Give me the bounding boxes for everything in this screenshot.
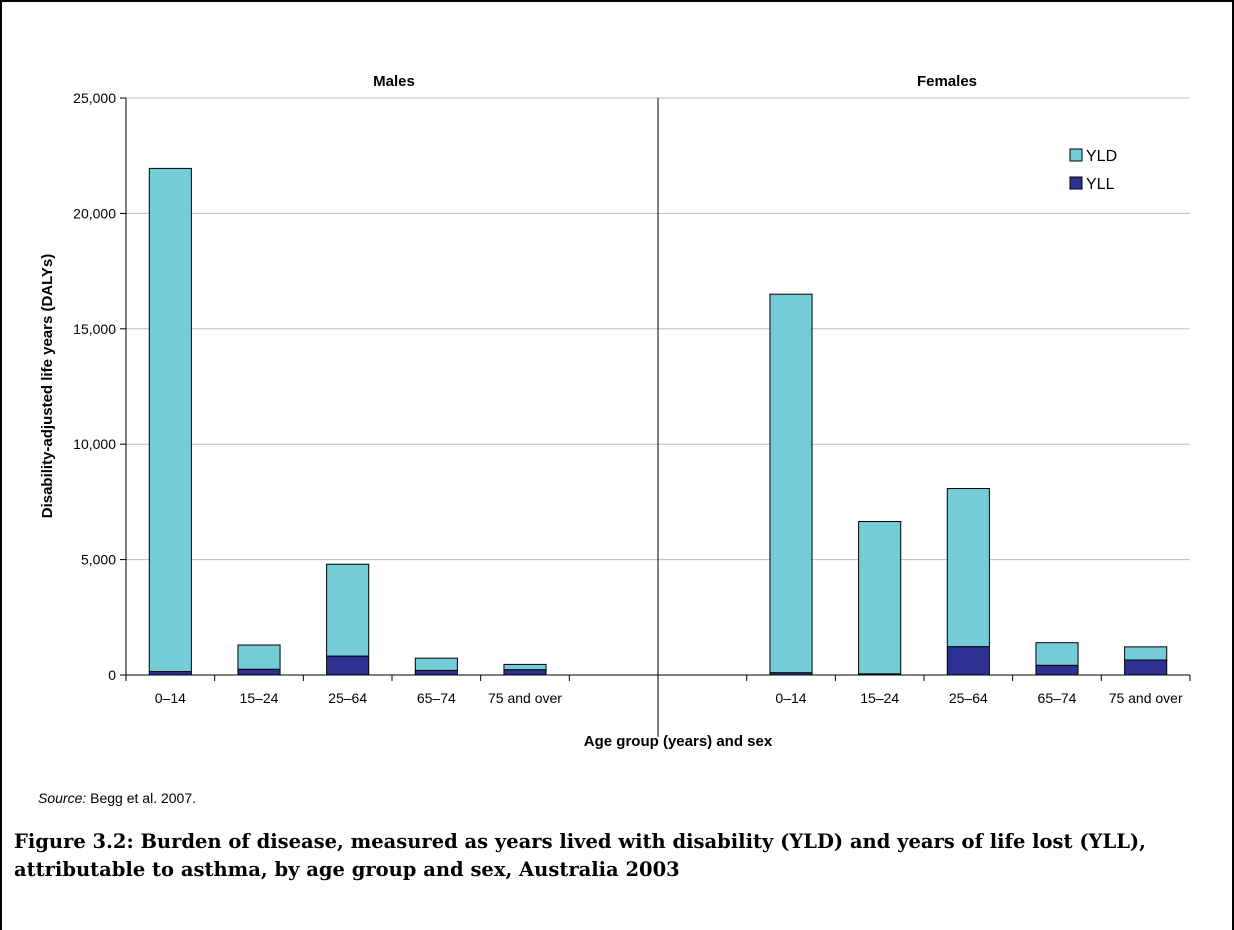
x-tick-label: 0–14 <box>775 690 806 706</box>
panel-title: Males <box>373 73 415 90</box>
x-tick-label: 25–64 <box>949 690 988 706</box>
bar-yld <box>1035 642 1079 666</box>
x-tick-label: 0–14 <box>155 690 186 706</box>
y-tick-label: 25,000 <box>73 90 116 106</box>
y-tick-label: 0 <box>108 667 116 683</box>
panel-title: Females <box>917 73 977 90</box>
legend-label-yll: YLL <box>1086 176 1115 193</box>
figure-caption: Figure 3.2: Burden of disease, measured … <box>14 830 1146 881</box>
bar-yll <box>148 671 192 676</box>
y-tick-label: 5,000 <box>81 552 116 568</box>
x-tick-label: 65–74 <box>417 690 456 706</box>
bar-yll <box>503 669 547 676</box>
source-text: Begg et al. 2007. <box>86 790 197 806</box>
bar-yld <box>946 488 990 648</box>
bar-yll <box>1035 664 1079 676</box>
bar-yld <box>237 644 281 670</box>
x-tick-label: 15–24 <box>240 690 279 706</box>
bar-yll <box>1124 659 1168 676</box>
legend-label-yld: YLD <box>1086 148 1117 165</box>
bar-yld <box>148 167 192 673</box>
x-axis-label: Age group (years) and sex <box>584 733 773 750</box>
bar-yll <box>237 668 281 676</box>
y-axis-label: Disability-adjusted life years (DALYs) <box>39 254 56 519</box>
bar-yll <box>414 669 458 676</box>
legend-swatch-yld <box>1069 148 1083 162</box>
source-note: Source: Begg et al. 2007. <box>38 790 196 806</box>
bar-yll <box>326 655 370 676</box>
bar-yld <box>326 563 370 657</box>
bar-yld <box>1124 646 1168 661</box>
bar-yld <box>503 663 547 671</box>
bar-yll <box>946 646 990 676</box>
y-tick-label: 10,000 <box>73 436 116 452</box>
bar-yld <box>414 657 458 671</box>
bar-yld <box>769 293 813 674</box>
x-tick-label: 15–24 <box>860 690 899 706</box>
x-tick-label: 75 and over <box>1109 690 1183 706</box>
stacked-bar-chart: 0 5,000 10,000 15,000 20,000 25,000 Males 0–14 1… <box>39 73 1191 750</box>
legend-swatch-yll <box>1069 176 1083 190</box>
source-label: Source: <box>38 790 87 806</box>
x-tick-label: 25–64 <box>328 690 367 706</box>
x-tick-label: 75 and over <box>488 690 562 706</box>
x-tick-label: 65–74 <box>1038 690 1077 706</box>
bar-yld <box>858 521 902 675</box>
y-tick-label: 15,000 <box>73 321 116 337</box>
y-tick-label: 20,000 <box>73 205 116 221</box>
